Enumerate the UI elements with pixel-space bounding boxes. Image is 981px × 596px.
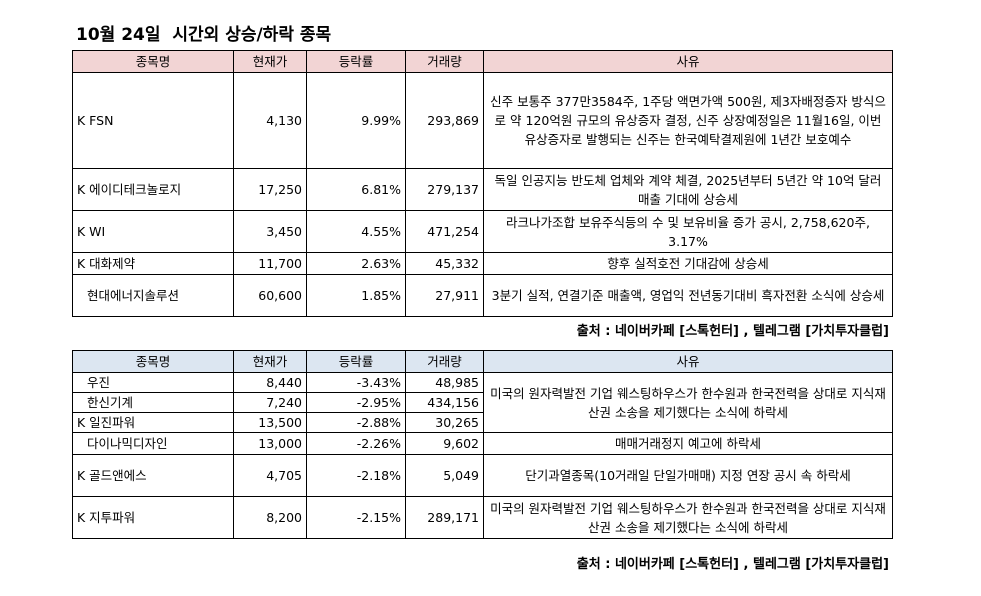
table-row: 현대에너지솔루션 60,600 1.85% 27,911 3분기 실적, 연결기… [72, 274, 893, 317]
stock-reason: 향후 실적호전 기대감에 상승세 [483, 252, 893, 275]
table-row: 다이나믹디자인 13,000 -2.26% 9,602 매매거래정지 예고에 하… [72, 432, 893, 455]
stock-name: K 골드앤에스 [72, 454, 234, 497]
stock-rate: 1.85% [306, 274, 406, 317]
stock-name: K WI [72, 210, 234, 253]
source-note: 출처 : 네이버카페 [스톡헌터] , 텔레그램 [가치투자클럽] [576, 324, 889, 339]
header-volume: 거래량 [405, 50, 484, 73]
stock-reason: 3분기 실적, 연결기준 매출액, 영업익 전년동기대비 흑자전환 소식에 상승… [483, 274, 893, 317]
header-price: 현재가 [233, 50, 307, 73]
stock-reason: 미국의 원자력발전 기업 웨스팅하우스가 한수원과 한국전력을 상대로 지식재산… [483, 496, 893, 539]
stock-rate: -3.43% [306, 372, 406, 393]
stock-rate: 6.81% [306, 168, 406, 211]
stock-volume: 5,049 [405, 454, 484, 497]
stock-price: 3,450 [233, 210, 307, 253]
stock-rate: 9.99% [306, 72, 406, 169]
header-rate: 등락률 [306, 50, 406, 73]
stock-volume: 434,156 [405, 392, 484, 413]
stock-volume: 289,171 [405, 496, 484, 539]
header-reason: 사유 [483, 350, 893, 373]
stock-volume: 471,254 [405, 210, 484, 253]
table-row: K 에이디테크놀로지 17,250 6.81% 279,137 독일 인공지능 … [72, 168, 893, 211]
stock-price: 7,240 [233, 392, 307, 413]
table-row: K 대화제약 11,700 2.63% 45,332 향후 실적호전 기대감에 … [72, 252, 893, 275]
stock-price: 4,130 [233, 72, 307, 169]
table-row: K FSN 4,130 9.99% 293,869 신주 보통주 377만358… [72, 72, 893, 169]
stock-reason: 신주 보통주 377만3584주, 1주당 액면가액 500원, 제3자배정증자… [483, 72, 893, 169]
stock-volume: 27,911 [405, 274, 484, 317]
stock-reason: 미국의 원자력발전 기업 웨스팅하우스가 한수원과 한국전력을 상대로 지식재산… [483, 372, 893, 433]
stock-reason: 라크나가조합 보유주식등의 수 및 보유비율 증가 공시, 2,758,620주… [483, 210, 893, 253]
stock-rate: -2.88% [306, 412, 406, 433]
stock-volume: 9,602 [405, 432, 484, 455]
stock-volume: 293,869 [405, 72, 484, 169]
stock-reason: 단기과열종목(10거래일 단일가매매) 지정 연장 공시 속 하락세 [483, 454, 893, 497]
stock-price: 17,250 [233, 168, 307, 211]
table-row: K 지투파워 8,200 -2.15% 289,171 미국의 원자력발전 기업… [72, 496, 893, 539]
stock-name: K 일진파워 [72, 412, 234, 433]
source-note: 출처 : 네이버카페 [스톡헌터] , 텔레그램 [가치투자클럽] [576, 557, 889, 572]
fall-table: 종목명 현재가 등락률 거래량 사유 우진 8,440 -3.43% 48,98… [72, 350, 893, 539]
stock-price: 4,705 [233, 454, 307, 497]
stock-volume: 279,137 [405, 168, 484, 211]
stock-price: 60,600 [233, 274, 307, 317]
table-header-row: 종목명 현재가 등락률 거래량 사유 [72, 350, 893, 373]
header-price: 현재가 [233, 350, 307, 373]
stock-reason: 독일 인공지능 반도체 업체와 계약 체결, 2025년부터 5년간 약 10억… [483, 168, 893, 211]
stock-price: 13,000 [233, 432, 307, 455]
table-row: K WI 3,450 4.55% 471,254 라크나가조합 보유주식등의 수… [72, 210, 893, 253]
stock-price: 11,700 [233, 252, 307, 275]
table-row: 우진 8,440 -3.43% 48,985 미국의 원자력발전 기업 웨스팅하… [72, 372, 893, 433]
stock-rate: -2.26% [306, 432, 406, 455]
stock-reason: 매매거래정지 예고에 하락세 [483, 432, 893, 455]
stock-name: 다이나믹디자인 [72, 432, 234, 455]
stock-rate: -2.18% [306, 454, 406, 497]
stock-rate: 4.55% [306, 210, 406, 253]
stock-price: 13,500 [233, 412, 307, 433]
stock-volume: 45,332 [405, 252, 484, 275]
stock-rate: 2.63% [306, 252, 406, 275]
page-title: 10월 24일 시간외 상승/하락 종목 [76, 25, 332, 45]
header-volume: 거래량 [405, 350, 484, 373]
stock-name: K 에이디테크놀로지 [72, 168, 234, 211]
table-row: K 골드앤에스 4,705 -2.18% 5,049 단기과열종목(10거래일 … [72, 454, 893, 497]
header-name: 종목명 [72, 350, 234, 373]
stock-rate: -2.15% [306, 496, 406, 539]
stock-name: K 지투파워 [72, 496, 234, 539]
stock-name: 우진 [72, 372, 234, 393]
header-reason: 사유 [483, 50, 893, 73]
stock-volume: 30,265 [405, 412, 484, 433]
stock-price: 8,440 [233, 372, 307, 393]
rise-table: 종목명 현재가 등락률 거래량 사유 K FSN 4,130 9.99% 293… [72, 50, 893, 317]
stock-volume: 48,985 [405, 372, 484, 393]
header-name: 종목명 [72, 50, 234, 73]
stock-name: 현대에너지솔루션 [72, 274, 234, 317]
stock-name: 한신기계 [72, 392, 234, 413]
stock-name: K FSN [72, 72, 234, 169]
stock-name: K 대화제약 [72, 252, 234, 275]
stock-price: 8,200 [233, 496, 307, 539]
header-rate: 등락률 [306, 350, 406, 373]
table-header-row: 종목명 현재가 등락률 거래량 사유 [72, 50, 893, 73]
stock-rate: -2.95% [306, 392, 406, 413]
